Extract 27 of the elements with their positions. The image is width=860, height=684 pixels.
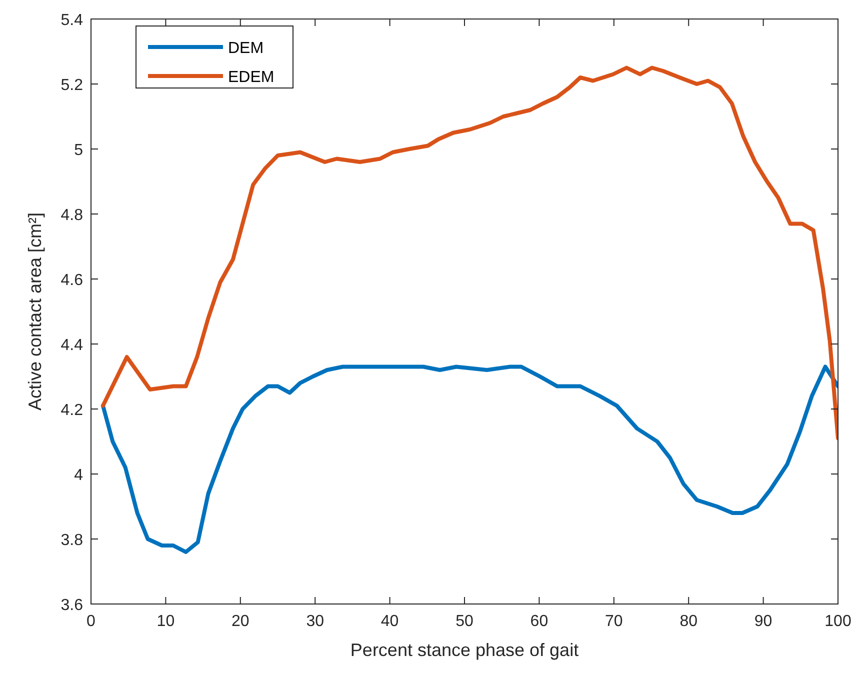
x-tick-label: 100	[824, 613, 852, 630]
x-tick-label: 30	[306, 613, 324, 630]
y-tick-label: 5.4	[60, 12, 84, 29]
y-tick-label: 4.4	[60, 337, 84, 354]
x-tick-label: 10	[156, 613, 175, 630]
legend-label: DEM	[228, 40, 264, 57]
x-tick-label: 0	[86, 613, 96, 630]
x-tick-label: 60	[530, 613, 548, 630]
y-tick-label: 3.8	[60, 532, 84, 549]
line-series	[100, 66, 838, 440]
x-axis-title: Percent stance phase of gait	[350, 640, 579, 660]
y-tick-label: 4.6	[60, 272, 84, 289]
y-tick-label: 4.8	[60, 207, 84, 224]
x-tick-label: 90	[754, 613, 772, 630]
x-tick-label: 80	[680, 613, 698, 630]
y-tick-label: 4	[74, 467, 84, 484]
y-tick-label: 5	[74, 142, 84, 159]
y-axis-title: Active contact area [cm²]	[25, 212, 45, 411]
y-tick-label: 3.6	[60, 597, 84, 614]
x-tick-label: 50	[456, 613, 474, 630]
y-tick-label: 4.2	[60, 402, 84, 419]
x-tick-label: 40	[380, 613, 399, 630]
x-tick-label: 20	[232, 613, 250, 630]
y-tick-label: 5.2	[60, 77, 84, 94]
x-tick-label: 70	[605, 613, 623, 630]
legend-label: EDEM	[228, 69, 274, 86]
line-series	[100, 364, 838, 554]
